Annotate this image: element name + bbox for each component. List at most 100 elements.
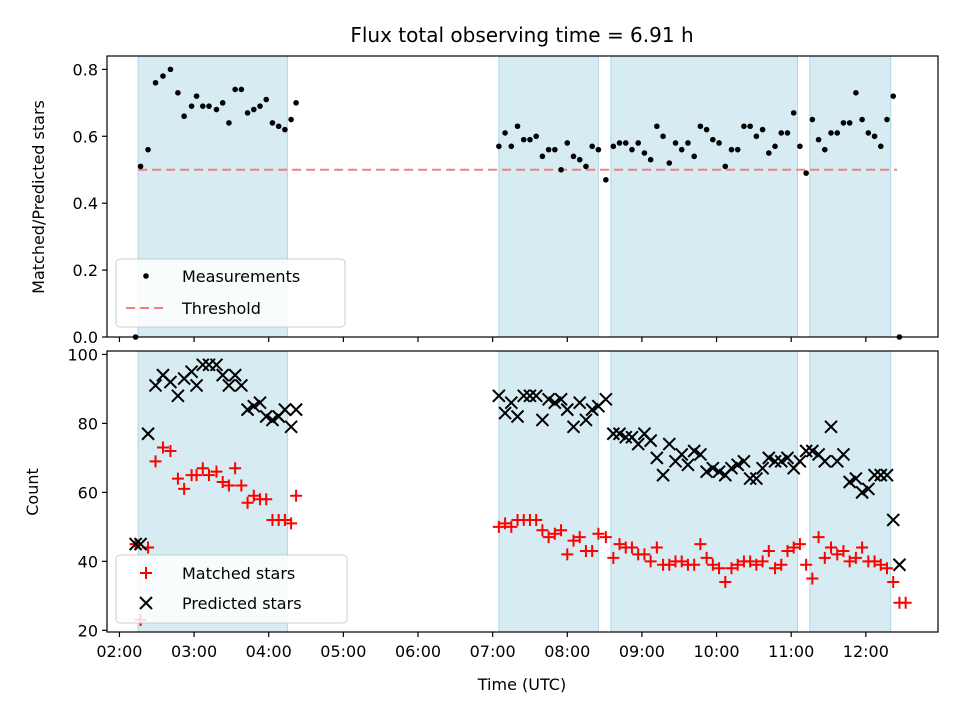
measurement-point (710, 136, 716, 143)
x-tick-label: 06:00 (395, 642, 441, 661)
matched-star-point (216, 476, 229, 489)
matched-star-point (548, 527, 561, 540)
measurement-point (654, 123, 660, 130)
measurement-point (790, 110, 797, 116)
predicted-star-point (631, 437, 645, 451)
measurement-point (865, 130, 872, 136)
measurement-point (741, 123, 747, 130)
predicted-star-point (163, 375, 178, 389)
top-y-tick-label: 0.8 (73, 60, 98, 79)
predicted-star-point (215, 368, 230, 382)
measurement-point (232, 86, 238, 93)
matched-star-point (856, 541, 869, 554)
measurement-point (193, 93, 200, 99)
predicted-star-point (662, 437, 677, 451)
matched-star-point (787, 541, 800, 554)
matched-star-point (706, 558, 719, 571)
measurement-point (803, 170, 809, 176)
legend-matched-marker (140, 567, 152, 579)
predicted-star-point (240, 402, 255, 417)
matched-star-point (530, 513, 543, 526)
x-tick-label: 03:00 (171, 642, 217, 661)
predicted-star-point (560, 402, 574, 417)
predicted-star-point (731, 458, 745, 472)
matched-star-point (164, 444, 177, 457)
observing-window (498, 350, 599, 633)
predicted-star-point (793, 454, 807, 469)
matched-star-point (592, 527, 605, 540)
predicted-star-point (612, 427, 627, 441)
measurement-point (199, 103, 206, 109)
top-y-tick-label: 0.4 (73, 194, 98, 213)
predicted-star-point (259, 409, 273, 424)
count-series (128, 358, 912, 626)
measurement-point (766, 150, 772, 156)
predicted-star-point (492, 389, 506, 403)
measurement-point (778, 130, 785, 136)
measurement-point (244, 110, 251, 116)
matched-star-point (663, 558, 676, 571)
measurement-point (293, 100, 299, 106)
predicted-star-point (222, 378, 236, 393)
predicted-star-point (880, 468, 894, 482)
matched-star-point (222, 479, 235, 492)
matched-star-point (190, 469, 203, 482)
predicted-star-point (148, 378, 163, 393)
measurement-point (846, 120, 853, 126)
measurement-point (238, 86, 245, 93)
predicted-star-point (548, 396, 562, 410)
predicted-star-point (289, 402, 303, 417)
matched-star-point (725, 562, 738, 575)
matched-star-point (644, 555, 657, 568)
matched-star-point (247, 489, 260, 502)
predicted-star-point (265, 413, 280, 427)
predicted-star-point (196, 358, 210, 372)
measurement-point (685, 140, 691, 146)
matched-star-point (178, 482, 191, 495)
top-plot-frame (106, 55, 939, 338)
matched-star-point (675, 555, 688, 568)
measurement-point (821, 146, 828, 153)
matched-star-point (849, 551, 862, 564)
matched-star-point (887, 576, 900, 589)
matched-star-point (290, 489, 303, 502)
matched-star-point (769, 562, 782, 575)
matched-star-point (285, 517, 298, 530)
x-tick-label: 04:00 (246, 642, 292, 661)
measurement-point (859, 116, 865, 123)
measurement-point (145, 146, 151, 153)
measurement-point (595, 146, 602, 153)
measurement-point (545, 146, 552, 153)
matched-star-point (505, 520, 518, 533)
matched-star-point (210, 465, 223, 478)
top-legend: Measurements Threshold (115, 258, 346, 328)
predicted-star-point (762, 451, 776, 465)
measurement-point (840, 120, 847, 126)
top-y-tick-label: 0.6 (73, 127, 98, 146)
measurement-point (576, 156, 583, 163)
measurement-point (747, 123, 753, 130)
top-y-axis-label: Matched/Predicted stars (29, 100, 48, 294)
x-tick-label: 05:00 (320, 642, 366, 661)
measurement-point (884, 116, 890, 123)
measurement-point (666, 160, 673, 166)
predicted-star-point (699, 464, 714, 479)
predicted-star-point (774, 454, 788, 469)
legend-predicted-label: Predicted stars (182, 594, 302, 613)
matched-star-point (650, 541, 663, 554)
predicted-star-point (284, 420, 298, 434)
measurement-point (772, 143, 778, 150)
observing-window (809, 55, 892, 338)
predicted-star-point (706, 461, 720, 475)
predicted-star-point (842, 475, 857, 489)
legend-measurements-label: Measurements (182, 267, 300, 286)
predicted-star-point (675, 447, 689, 462)
bottom-legend: Matched stars Predicted stars (115, 554, 348, 624)
measurement-point (828, 130, 834, 136)
matched-star-point (203, 469, 216, 482)
legend-predicted-marker (139, 596, 153, 610)
predicted-star-point (566, 420, 581, 434)
predicted-star-point (805, 444, 820, 458)
predicted-star-point (874, 468, 888, 482)
measurement-point (589, 143, 595, 150)
